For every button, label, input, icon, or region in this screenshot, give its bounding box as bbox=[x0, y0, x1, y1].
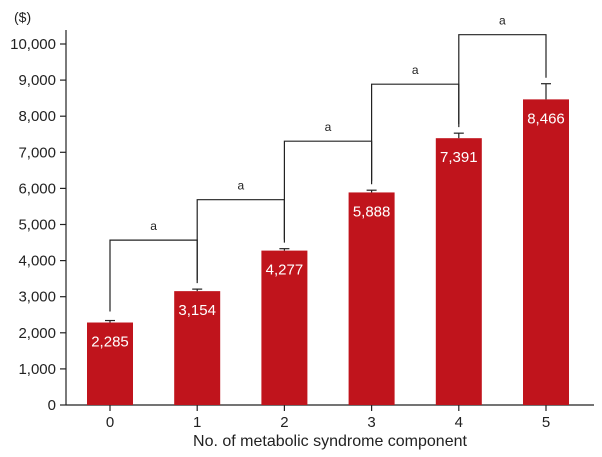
significance-label: a bbox=[325, 120, 332, 134]
y-tick-label: 3,000 bbox=[18, 289, 56, 306]
data-label: 8,466 bbox=[527, 110, 565, 127]
x-tick-label: 4 bbox=[455, 414, 463, 431]
y-tick-label: 1,000 bbox=[18, 361, 56, 378]
y-tick-label: 10,000 bbox=[10, 36, 56, 53]
bar bbox=[87, 322, 133, 405]
bars: 2,285 3,154 4,277 5,888 7,391 8,466 bbox=[87, 83, 569, 405]
data-label: 3,154 bbox=[178, 302, 216, 319]
x-axis-title: No. of metabolic syndrome component bbox=[193, 433, 467, 450]
y-tick-label: 9,000 bbox=[18, 72, 56, 89]
y-tick-label: 5,000 bbox=[18, 217, 56, 234]
data-label: 5,888 bbox=[353, 203, 391, 220]
y-axis-unit: ($) bbox=[14, 9, 31, 25]
bar bbox=[174, 291, 221, 405]
y-tick-label: 8,000 bbox=[18, 108, 56, 125]
data-label: 2,285 bbox=[91, 334, 129, 351]
significance-label: a bbox=[237, 179, 244, 193]
bar bbox=[261, 250, 308, 405]
x-tick-label: 2 bbox=[280, 414, 288, 431]
bar bbox=[523, 99, 569, 405]
y-tick-label: 6,000 bbox=[18, 180, 56, 197]
bar bbox=[348, 192, 395, 405]
significance-bracket bbox=[458, 34, 547, 125]
y-tick-label: 2,000 bbox=[18, 325, 56, 342]
y-tick-label: 0 bbox=[48, 397, 56, 414]
data-label: 7,391 bbox=[440, 149, 478, 166]
data-label: 4,277 bbox=[266, 262, 304, 279]
bar bbox=[435, 138, 482, 405]
y-tick-label: 4,000 bbox=[18, 253, 56, 270]
x-tick-label: 5 bbox=[542, 414, 550, 431]
significance-label: a bbox=[412, 63, 419, 77]
y-axis: 0 1,000 2,000 3,000 4,000 5,000 6,000 7,000 8,00… bbox=[10, 30, 67, 414]
x-tick-label: 3 bbox=[367, 414, 375, 431]
x-tick-label: 0 bbox=[106, 414, 114, 431]
x-tick-label: 1 bbox=[193, 414, 201, 431]
x-axis: 0 1 2 3 4 5 bbox=[66, 404, 594, 431]
significance-label: a bbox=[499, 14, 506, 28]
significance-brackets: a a a a a bbox=[109, 14, 547, 312]
y-tick-label: 7,000 bbox=[18, 144, 56, 161]
significance-label: a bbox=[150, 219, 157, 233]
